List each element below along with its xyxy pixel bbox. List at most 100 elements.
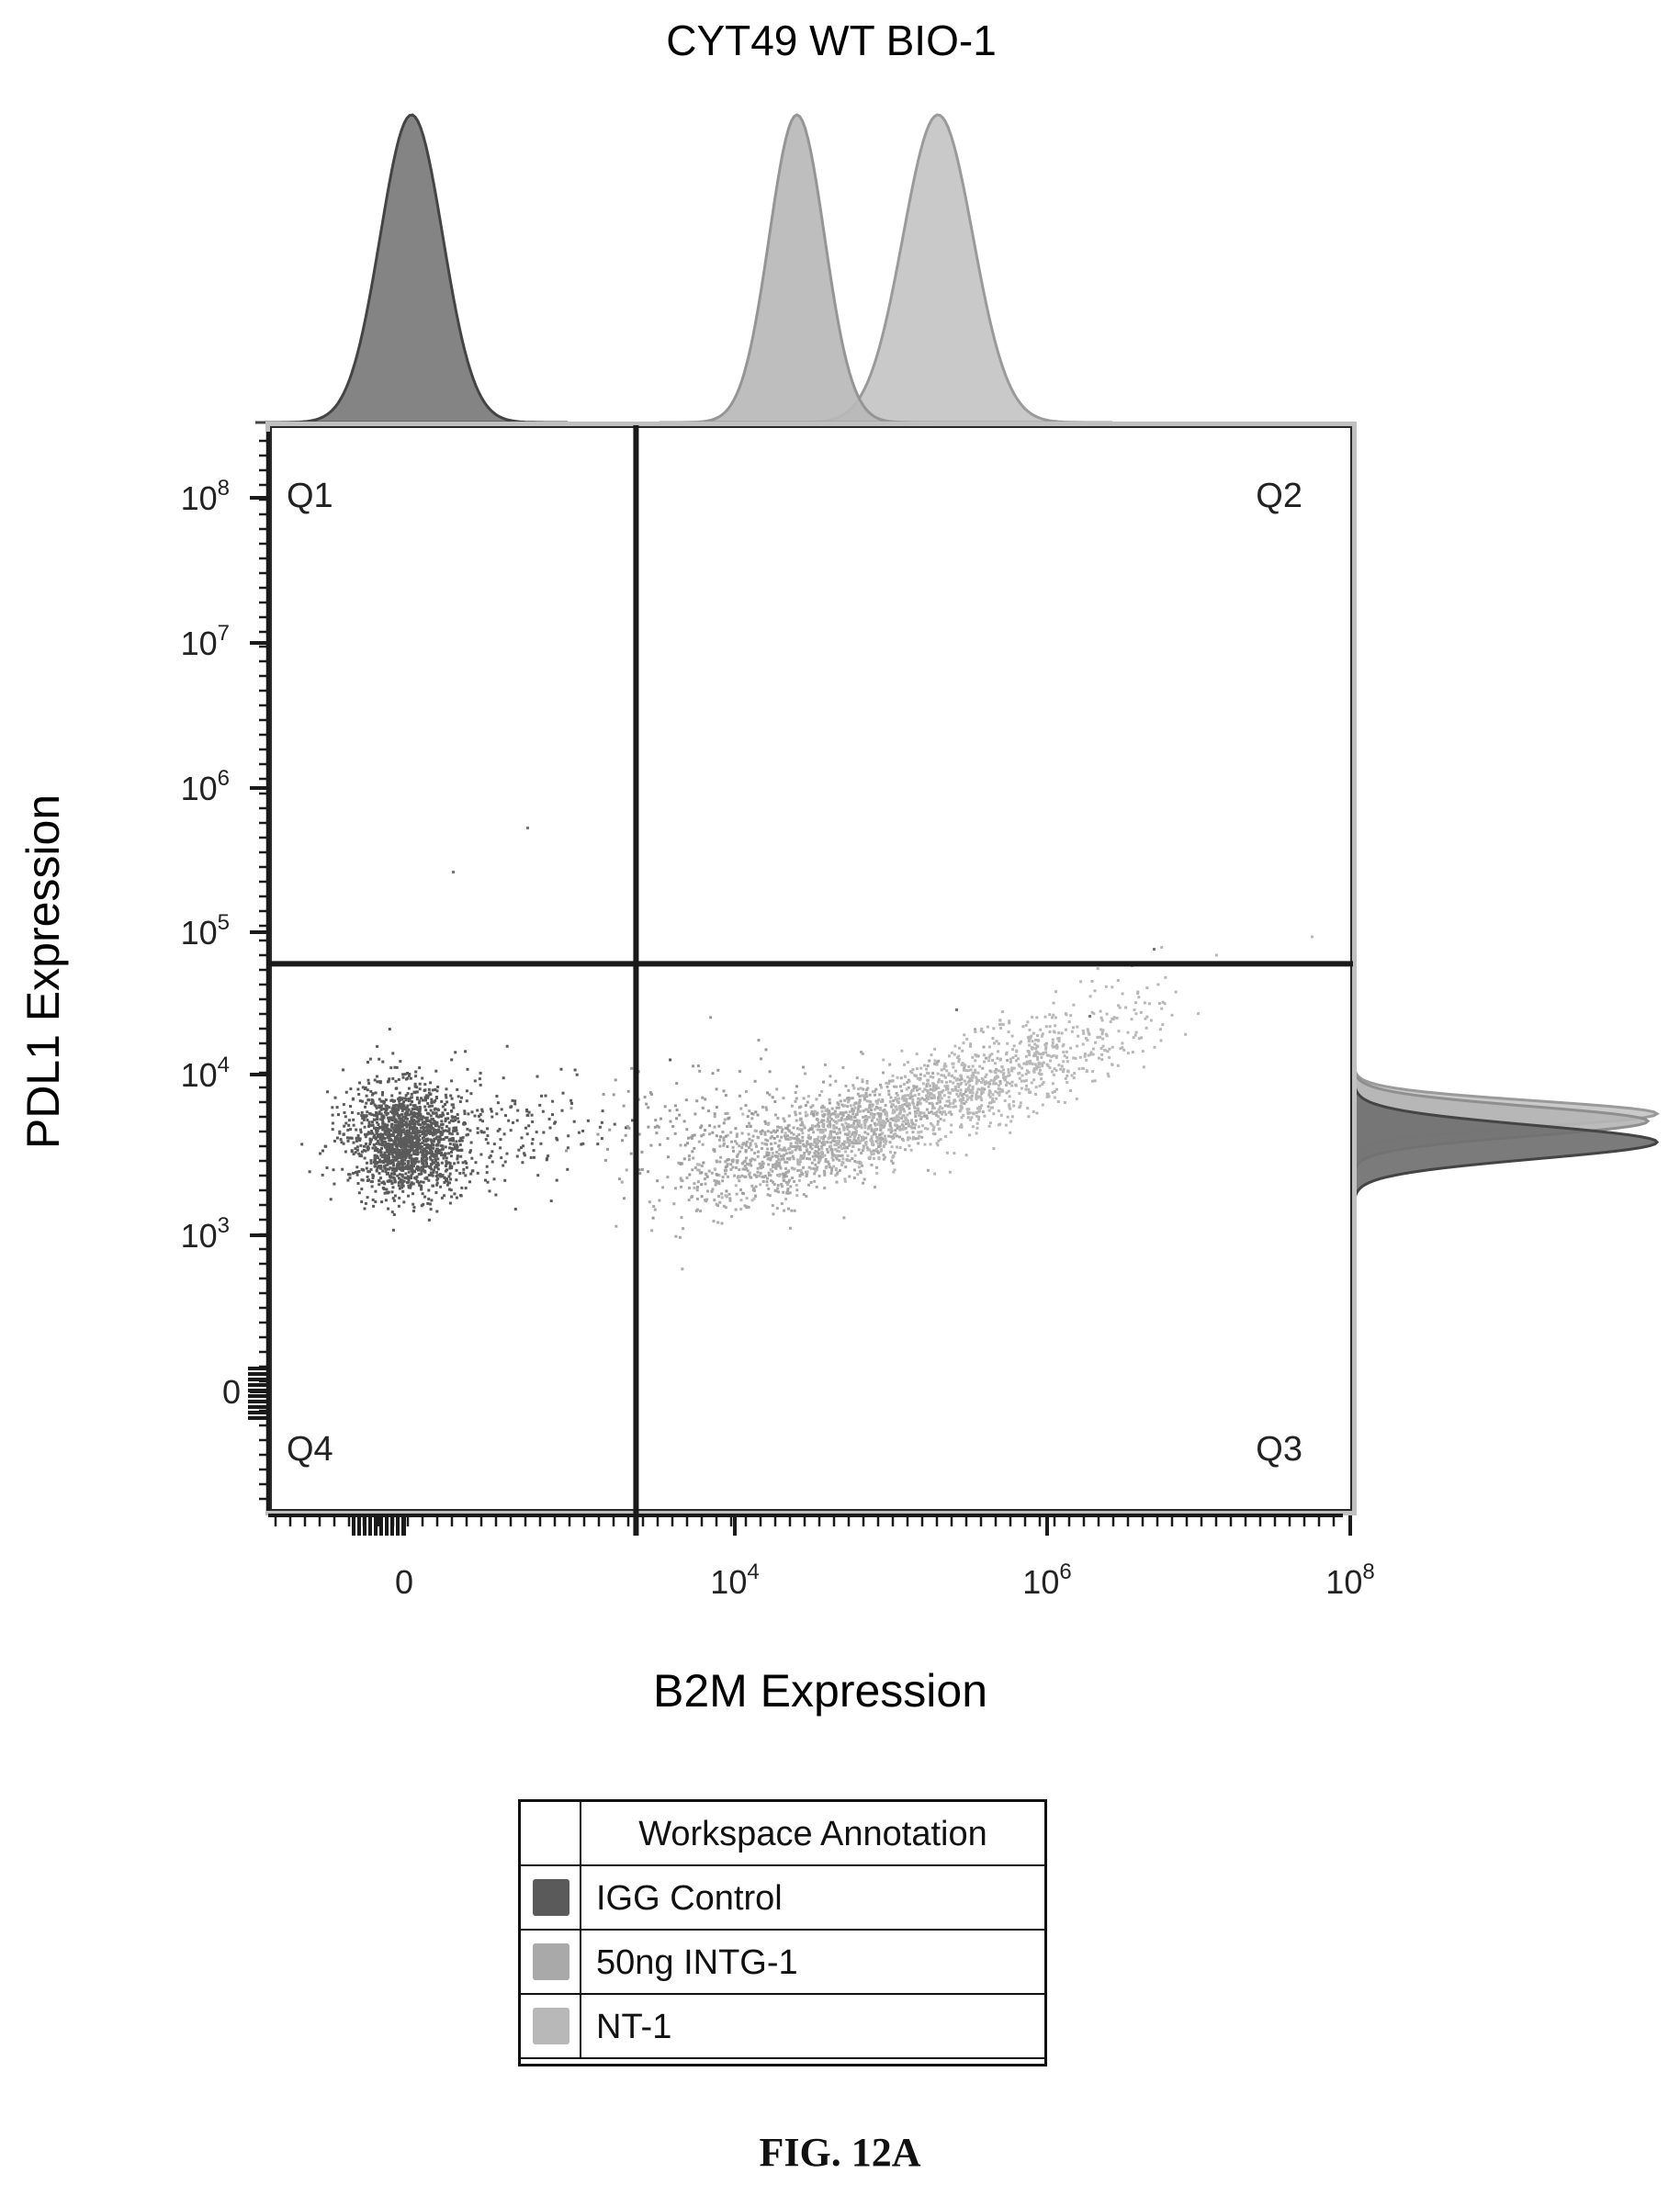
data-point: [407, 1184, 411, 1188]
data-point: [394, 1151, 398, 1154]
data-point: [454, 1051, 457, 1054]
data-point: [900, 1116, 904, 1120]
data-point: [408, 1150, 412, 1154]
data-point: [806, 1140, 809, 1143]
data-point: [417, 1160, 421, 1164]
data-point: [939, 1094, 942, 1098]
data-point: [429, 1143, 433, 1147]
data-point: [855, 1112, 859, 1116]
data-point: [697, 1163, 701, 1166]
data-point: [386, 1111, 389, 1115]
data-point: [789, 1144, 793, 1148]
data-point: [435, 1089, 439, 1093]
data-point: [931, 1085, 935, 1088]
data-point: [977, 1109, 981, 1113]
data-point: [857, 1102, 861, 1106]
data-point: [939, 1117, 942, 1120]
data-point: [887, 1093, 891, 1097]
data-point: [412, 1157, 416, 1161]
data-point: [410, 1143, 413, 1146]
data-point: [999, 1113, 1003, 1117]
data-point: [882, 1157, 885, 1161]
data-point: [857, 1087, 860, 1091]
data-point: [394, 1118, 398, 1121]
data-point: [1137, 996, 1141, 999]
data-point: [887, 1134, 891, 1138]
data-point: [760, 1132, 763, 1135]
data-point: [817, 1152, 820, 1155]
data-point: [829, 1112, 833, 1116]
data-point: [840, 1123, 844, 1127]
data-point: [877, 1098, 881, 1102]
data-point: [809, 1143, 813, 1146]
data-point: [916, 1076, 919, 1080]
data-point: [381, 1119, 384, 1122]
data-point: [694, 1210, 698, 1212]
data-point: [390, 1107, 394, 1110]
data-point: [870, 1105, 874, 1109]
data-point: [1100, 1030, 1104, 1034]
data-point: [840, 1160, 844, 1164]
data-point: [367, 1121, 371, 1125]
data-point: [559, 1067, 563, 1071]
data-point: [784, 1172, 787, 1176]
data-point: [397, 1184, 400, 1188]
data-point: [864, 1108, 868, 1111]
data-point: [721, 1176, 725, 1179]
data-point: [947, 1074, 951, 1077]
data-point: [465, 1099, 468, 1103]
data-point: [424, 1159, 428, 1163]
data-point: [750, 1199, 754, 1202]
data-point: [420, 1118, 423, 1121]
data-point: [403, 1152, 407, 1155]
data-point: [408, 1165, 412, 1168]
data-point: [875, 1100, 879, 1104]
legend-header: Workspace Annotation: [638, 1815, 987, 1853]
data-point: [407, 1154, 411, 1157]
data-point: [382, 1136, 385, 1140]
data-point: [772, 1136, 776, 1140]
data-point: [426, 1132, 430, 1135]
data-point: [495, 1095, 499, 1098]
data-point: [842, 1216, 846, 1220]
data-point: [953, 1105, 957, 1109]
data-point: [431, 1158, 434, 1162]
data-point: [728, 1197, 732, 1200]
data-point: [691, 1150, 694, 1154]
data-point: [721, 1179, 725, 1183]
data-point: [479, 1118, 482, 1121]
data-point: [726, 1133, 729, 1137]
data-point: [986, 1025, 989, 1029]
data-point: [443, 1194, 446, 1198]
data-point: [777, 1153, 781, 1156]
data-point: [566, 1146, 569, 1150]
data-point: [824, 1160, 828, 1163]
data-point: [811, 1143, 815, 1146]
data-point: [1070, 1074, 1074, 1077]
data-point: [981, 1066, 985, 1070]
data-point: [936, 1143, 940, 1147]
data-point: [768, 1194, 772, 1198]
data-point: [447, 1175, 451, 1178]
data-point: [716, 1221, 720, 1224]
data-point: [348, 1173, 352, 1177]
data-point: [406, 1117, 410, 1120]
data-point: [763, 1143, 767, 1146]
data-point: [397, 1128, 400, 1132]
data-point: [952, 1062, 955, 1065]
data-point: [992, 1082, 996, 1086]
data-point: [939, 1110, 942, 1114]
data-point: [596, 1132, 600, 1136]
data-point: [706, 1109, 710, 1113]
data-point: [748, 1109, 751, 1113]
data-point: [780, 1183, 784, 1186]
data-point: [355, 1171, 358, 1174]
data-point: [717, 1174, 721, 1177]
data-point: [399, 1143, 402, 1147]
data-point: [433, 1137, 436, 1141]
data-point: [374, 1189, 378, 1193]
data-point: [863, 1126, 867, 1130]
data-point: [736, 1153, 739, 1156]
data-point: [942, 1119, 946, 1122]
data-point: [502, 1076, 505, 1080]
